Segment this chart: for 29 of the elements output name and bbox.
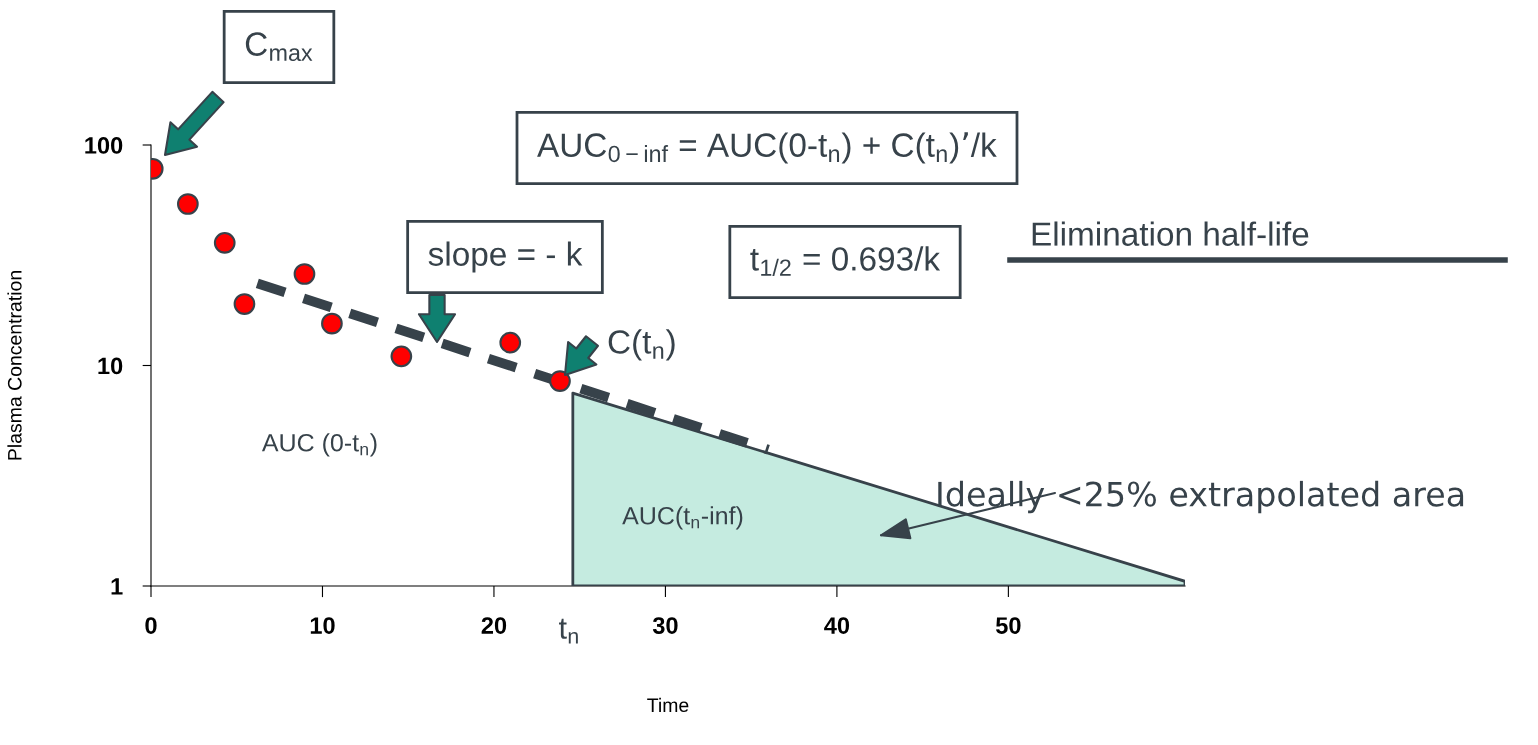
point [549, 370, 571, 392]
annotation: AUC$_{0−inf}$ = AUC(0-t$_{n}$) + C(t$_{n}$)’/k [537, 132, 997, 164]
x-tick-label: 10 [310, 617, 335, 634]
y-tick-label: 1 [111, 578, 123, 595]
x-tick-label: 50 [995, 617, 1021, 634]
point [390, 345, 413, 368]
y-tick-label: 100 [85, 137, 123, 154]
x-tick-label: 30 [652, 617, 678, 634]
point [293, 263, 316, 285]
annotation: C(t$_{n}$) [608, 329, 675, 361]
annotation: Ideally <25% extrapolated area [938, 480, 1464, 514]
point [177, 193, 199, 215]
text: C$_{max}$ [245, 32, 313, 62]
annotation: Elimination half-life [1032, 221, 1309, 246]
annotation: AUC(t$_{n}$-inf) [622, 506, 743, 530]
x-tick-label: t$_{n}$ [559, 618, 578, 644]
x-tick-label: 40 [824, 617, 850, 634]
x-axis-title: Time [647, 697, 689, 713]
y-tick-label: 10 [98, 357, 123, 375]
annotation: slope = - k [428, 241, 583, 273]
annotation: t$_{1/2}$ = 0.693/k [750, 246, 941, 276]
point [233, 293, 256, 315]
x-tick-label: 0 [145, 617, 157, 634]
x-tick-label: 20 [481, 617, 507, 634]
annotation: AUC (0-t$_{n}$) [261, 433, 377, 457]
point [499, 331, 522, 354]
point [213, 231, 236, 254]
point [321, 312, 343, 335]
y-axis-title: Plasma Concentration [7, 271, 22, 460]
